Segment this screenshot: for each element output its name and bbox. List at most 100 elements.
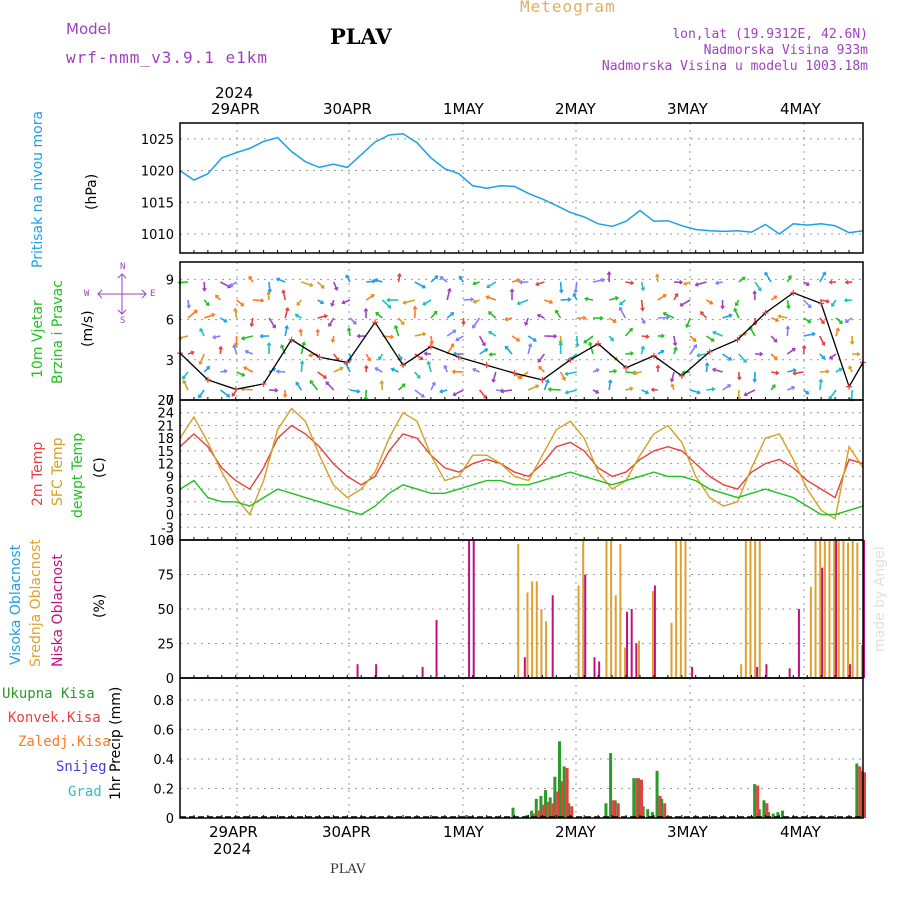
- wind-arrow-head: [211, 334, 217, 340]
- wind-arrow: [538, 366, 545, 373]
- cloud-ytick-label: 75: [157, 569, 174, 584]
- temp-ytick-label: 27: [157, 394, 174, 409]
- wind-arrow-head: [619, 301, 623, 306]
- wind-gust-marker: [678, 372, 685, 379]
- wind-arrow-head: [339, 366, 344, 371]
- precip-total-bar: [646, 809, 650, 818]
- wind-arrow: [697, 353, 707, 357]
- wind-arrow-head: [683, 281, 688, 286]
- wind-arrow: [501, 389, 513, 393]
- wind-arrow-head: [821, 355, 826, 360]
- wind-arrow-head: [244, 349, 249, 354]
- wind-arrow-head: [618, 306, 623, 311]
- wind-arrow-head: [825, 369, 830, 374]
- wind-arrow: [243, 366, 254, 373]
- wind-arrow-head: [298, 328, 304, 333]
- wind-arrow: [504, 345, 513, 355]
- wind-arrow: [656, 274, 659, 283]
- wind-arrow: [308, 353, 318, 357]
- wind-arrow-head: [431, 381, 436, 386]
- wind-arrow: [458, 275, 465, 283]
- wind-arrow: [422, 299, 432, 306]
- wind-arrow-head: [662, 311, 667, 317]
- wind-arrow: [488, 330, 497, 337]
- wind-arrow-head: [320, 300, 325, 305]
- wind-arrow: [446, 288, 451, 301]
- wind-arrow: [325, 381, 335, 391]
- bottom-year-label: 2024: [213, 840, 252, 858]
- wind-arrow: [397, 317, 405, 325]
- wind-arrow-head: [838, 367, 843, 372]
- wind-speed-line: [179, 292, 864, 390]
- wind-arrow-head: [346, 327, 352, 332]
- wind-arrow: [819, 317, 825, 324]
- model-elevation: Nadmorska Visina u modelu 1003.18m: [601, 59, 868, 74]
- wind-arrow-head: [828, 279, 833, 285]
- wind-arrow-head: [672, 342, 678, 347]
- wind-arrow: [203, 366, 210, 373]
- wind-arrow: [689, 344, 697, 355]
- wind-arrow-head: [694, 282, 699, 287]
- wind-arrow-head: [536, 313, 541, 318]
- wind-gust-marker: [567, 356, 574, 363]
- wind-arrow: [559, 371, 566, 381]
- wind-gust-marker: [400, 362, 407, 369]
- wind-arrow: [511, 335, 520, 342]
- precip-total-bar: [511, 807, 515, 818]
- wind-arrow-head: [801, 344, 807, 349]
- wind-arrow-head: [390, 367, 395, 372]
- wind-arrow-head: [805, 282, 810, 286]
- top-date-4may: 4MAY: [780, 100, 821, 118]
- wind-arrow-head: [711, 386, 716, 392]
- wind-arrow-head: [554, 309, 559, 314]
- wind-arrow-head: [679, 302, 684, 307]
- wind-arrow: [333, 281, 338, 291]
- wind-arrow-head: [205, 302, 210, 307]
- wind-arrow: [375, 312, 383, 319]
- bottom-date-3may: 3MAY: [667, 823, 708, 841]
- wind-arrow-head: [325, 381, 330, 386]
- wind-arrow-head: [266, 290, 271, 295]
- wind-arrow-head: [328, 322, 333, 327]
- wind-arrow-head: [275, 277, 280, 282]
- wind-arrow-head: [438, 389, 444, 394]
- wind-arrow: [673, 335, 677, 346]
- temp-ytick-label: -6: [161, 534, 174, 549]
- wind-arrow: [585, 297, 594, 301]
- wind-arrow: [706, 388, 715, 391]
- bottom-date-2may: 2MAY: [555, 823, 596, 841]
- model-name: wrf-nmm_v3.9.1 e1km: [66, 48, 269, 67]
- wind-arrow: [572, 293, 578, 301]
- wind-arrow-head: [260, 298, 265, 303]
- wind-arrow-head: [535, 281, 540, 287]
- wind-arrow: [619, 307, 627, 319]
- wind-arrow: [414, 371, 421, 379]
- wind-arrow: [365, 294, 375, 301]
- wind-arrow-head: [709, 300, 714, 305]
- wind-arrow: [754, 281, 762, 291]
- wind-arrow-head: [559, 289, 564, 294]
- wind-arrow-head: [669, 378, 675, 383]
- wind-arrow: [641, 389, 649, 394]
- precip-total-bar: [553, 776, 557, 818]
- wind-arrow-head: [655, 273, 660, 278]
- wind-arrow: [543, 379, 549, 391]
- wind-arrow: [241, 335, 253, 340]
- wind-arrow: [241, 388, 253, 391]
- wind-arrow-head: [640, 287, 646, 292]
- wind-arrow: [565, 389, 578, 394]
- wind-ytick-label: 9: [166, 273, 174, 288]
- wind-arrow: [625, 387, 633, 391]
- wind-arrow-head: [309, 282, 314, 288]
- wind-arrow-head: [488, 311, 492, 315]
- wind-arrow: [252, 299, 264, 302]
- precip-conv-bar: [765, 803, 769, 818]
- precip-conv-bar: [570, 806, 574, 818]
- wind-arrow: [778, 315, 788, 319]
- wind-arrow: [608, 380, 612, 391]
- wind-arrow-head: [538, 365, 543, 370]
- precip-conv-bar: [537, 810, 541, 818]
- wind-arrow-head: [274, 388, 279, 393]
- wind-arrow-head: [299, 360, 305, 365]
- wind-arrow-head: [259, 333, 264, 339]
